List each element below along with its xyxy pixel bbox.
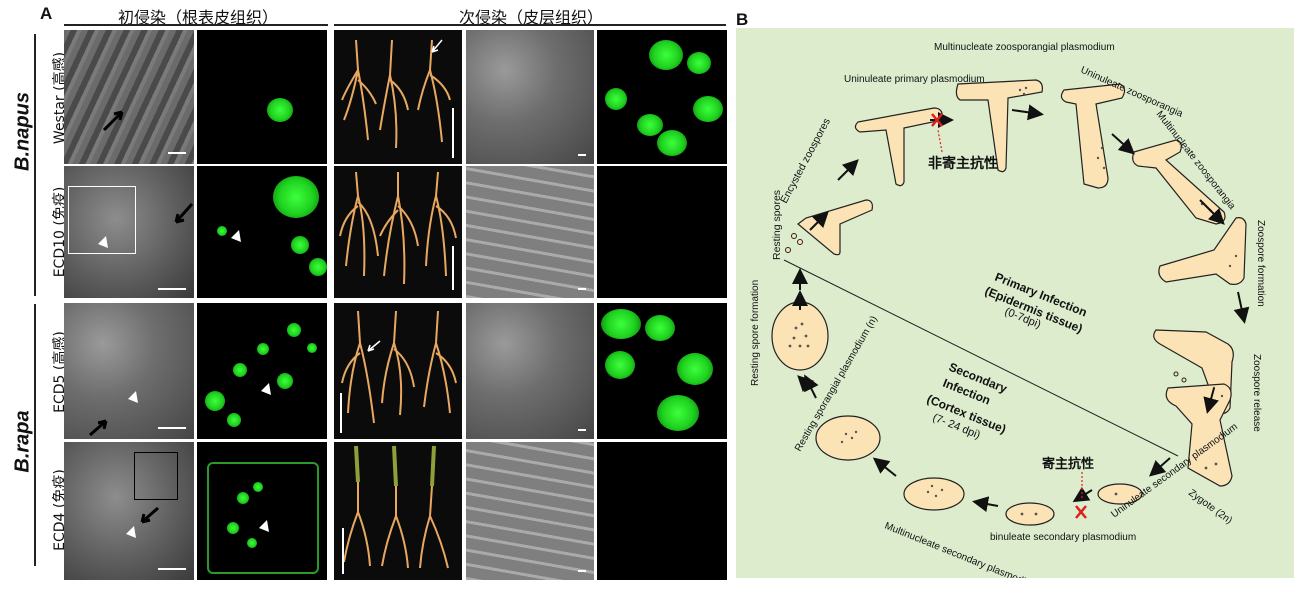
plasmodium-signal <box>205 391 225 411</box>
scale-bar <box>578 570 586 572</box>
inset-box <box>134 452 178 500</box>
panel-b-letter: B <box>736 10 749 29</box>
primary-header-rule <box>64 24 328 26</box>
plasmodium-signal <box>307 343 317 353</box>
label-zygote: Zygote (2n) <box>1186 488 1234 527</box>
micrograph-ecd10-cortex-fluorescence <box>597 166 727 298</box>
plasmodium-signal <box>657 130 687 156</box>
label-encysted-zoospores: Encysted zoospores <box>778 116 833 205</box>
plasmodium-signal <box>227 413 241 427</box>
plasmodium-signal <box>247 538 257 548</box>
micrograph-ecd4-cortex-brightfield <box>466 442 594 580</box>
scale-bar <box>158 568 186 570</box>
scale-bar <box>578 288 586 290</box>
label-uninucleate-primary: Uninuleate primary plasmodium <box>844 74 985 85</box>
scale-bar <box>168 152 186 154</box>
plasmodium-signal <box>645 315 675 341</box>
species-divider <box>64 299 728 302</box>
scale-bar <box>342 528 344 574</box>
label-host-resistance: 寄主抗性 <box>1042 456 1094 472</box>
micrograph-ecd10-fluorescence <box>197 166 327 298</box>
plasmodium-signal <box>217 226 227 236</box>
plasmodium-signal <box>637 114 663 136</box>
life-cycle-diagram: Resting spores Encysted zoospores Uninul… <box>736 28 1294 592</box>
panel-a-letter: A <box>40 4 53 23</box>
micrograph-ecd10-cortex-brightfield <box>466 166 594 298</box>
plasmodium-signal <box>253 482 263 492</box>
plasmodium-signal <box>257 343 269 355</box>
plasmodium-signal <box>693 96 723 122</box>
scale-bar <box>158 288 186 290</box>
micrograph-ecd5-brightfield <box>64 303 194 439</box>
secondary-header-rule <box>334 24 726 26</box>
plasmodium-signal <box>287 323 301 337</box>
plasmodium-signal <box>657 395 699 431</box>
plasmodium-signal <box>233 363 247 377</box>
plasmodium-signal <box>291 236 309 254</box>
micrograph-westar-brightfield <box>64 30 194 164</box>
plasmodium-signal <box>237 492 249 504</box>
micrograph-ecd5-cortex-fluorescence <box>597 303 727 439</box>
micrograph-ecd10-brightfield <box>64 166 194 298</box>
plasmodium-signal <box>273 176 319 218</box>
micrograph-westar-cortex-fluorescence <box>597 30 727 164</box>
plasmodium-signal <box>605 88 627 110</box>
plasmodium-signal <box>649 40 683 70</box>
plasmodium-signal <box>227 522 239 534</box>
micrograph-westar-cortex-brightfield <box>466 30 594 164</box>
label-zoospore-release: Zoospore release <box>1251 354 1262 432</box>
scale-bar <box>158 427 186 429</box>
species-label-napus: B.napus <box>11 92 34 171</box>
label-resting-spore-formation: Resting spore formation <box>750 280 761 386</box>
secondary-infection-header: 次侵染（皮层组织） <box>458 8 603 27</box>
plasmodium-signal <box>601 309 641 339</box>
scale-bar <box>578 154 586 156</box>
scale-bar <box>578 429 586 431</box>
plasmodium-signal <box>677 353 713 385</box>
species-label-rapa: B.rapa <box>11 410 34 473</box>
label-binucleate-secondary: binuleate secondary plasmodium <box>990 532 1136 543</box>
scale-bar <box>452 246 454 290</box>
micrograph-ecd4-cortex-fluorescence <box>597 442 727 580</box>
micrograph-ecd4-brightfield <box>64 442 194 580</box>
plasmodium-signal <box>687 52 711 74</box>
rapa-bracket <box>34 304 36 566</box>
micrograph-ecd4-fluorescence <box>197 442 327 580</box>
micrograph-ecd5-fluorescence <box>197 303 327 439</box>
scale-bar <box>452 108 454 158</box>
root-westar <box>334 30 462 164</box>
cell-wall-signal <box>207 462 319 574</box>
plasmodium-signal <box>605 351 635 379</box>
inset-box <box>68 186 136 254</box>
scale-bar <box>340 393 342 433</box>
primary-infection-header: 初侵染（根表皮组织） <box>117 8 278 27</box>
root-ecd10 <box>334 166 462 298</box>
root-ecd4 <box>334 442 462 580</box>
label-multinucleate-zoosporangial: Multinucleate zoosporangial plasmodium <box>934 42 1115 53</box>
plasmodium-signal <box>309 258 327 276</box>
plasmodium-signal <box>277 373 293 389</box>
plasmodium-signal <box>267 98 293 122</box>
label-resting-spores: Resting spores <box>771 190 783 260</box>
micrograph-westar-fluorescence <box>197 30 327 164</box>
label-zoospore-formation: Zoospore formation <box>1255 220 1266 307</box>
label-nonhost-resistance-1: 非寄主抗性 <box>928 155 998 172</box>
label-multinucleate-secondary: Multinucleate secondary plasmodium <box>883 521 1040 578</box>
napus-bracket <box>34 34 36 296</box>
root-ecd5 <box>334 303 462 439</box>
micrograph-ecd5-cortex-brightfield <box>466 303 594 439</box>
